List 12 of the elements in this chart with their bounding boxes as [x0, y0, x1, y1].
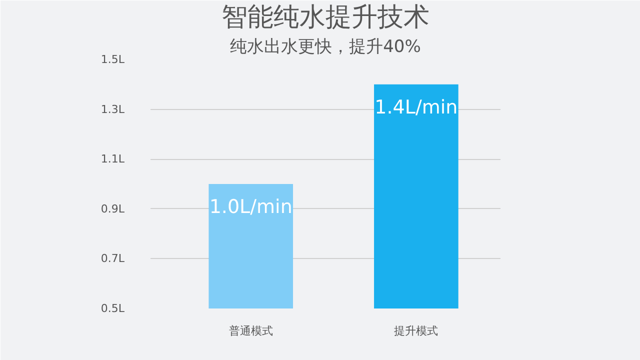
y-tick-label: 1.5L — [100, 53, 126, 66]
chart-subtitle: 纯水出水更快，提升40% — [230, 37, 421, 57]
x-tick-label: 普通模式 — [228, 324, 273, 338]
data-label: 1.4L/min — [374, 96, 458, 118]
y-tick-label: 0.9L — [100, 202, 126, 216]
y-tick-label: 0.5L — [100, 302, 126, 315]
y-tick-label: 1.3L — [100, 102, 126, 116]
y-tick-label: 1.1L — [100, 152, 126, 166]
x-tick-label: 提升模式 — [394, 324, 438, 338]
chart-title: 智能纯水提升技术 — [222, 2, 430, 32]
data-label: 1.0L/min — [209, 196, 292, 218]
y-tick-label: 0.7L — [100, 252, 126, 266]
